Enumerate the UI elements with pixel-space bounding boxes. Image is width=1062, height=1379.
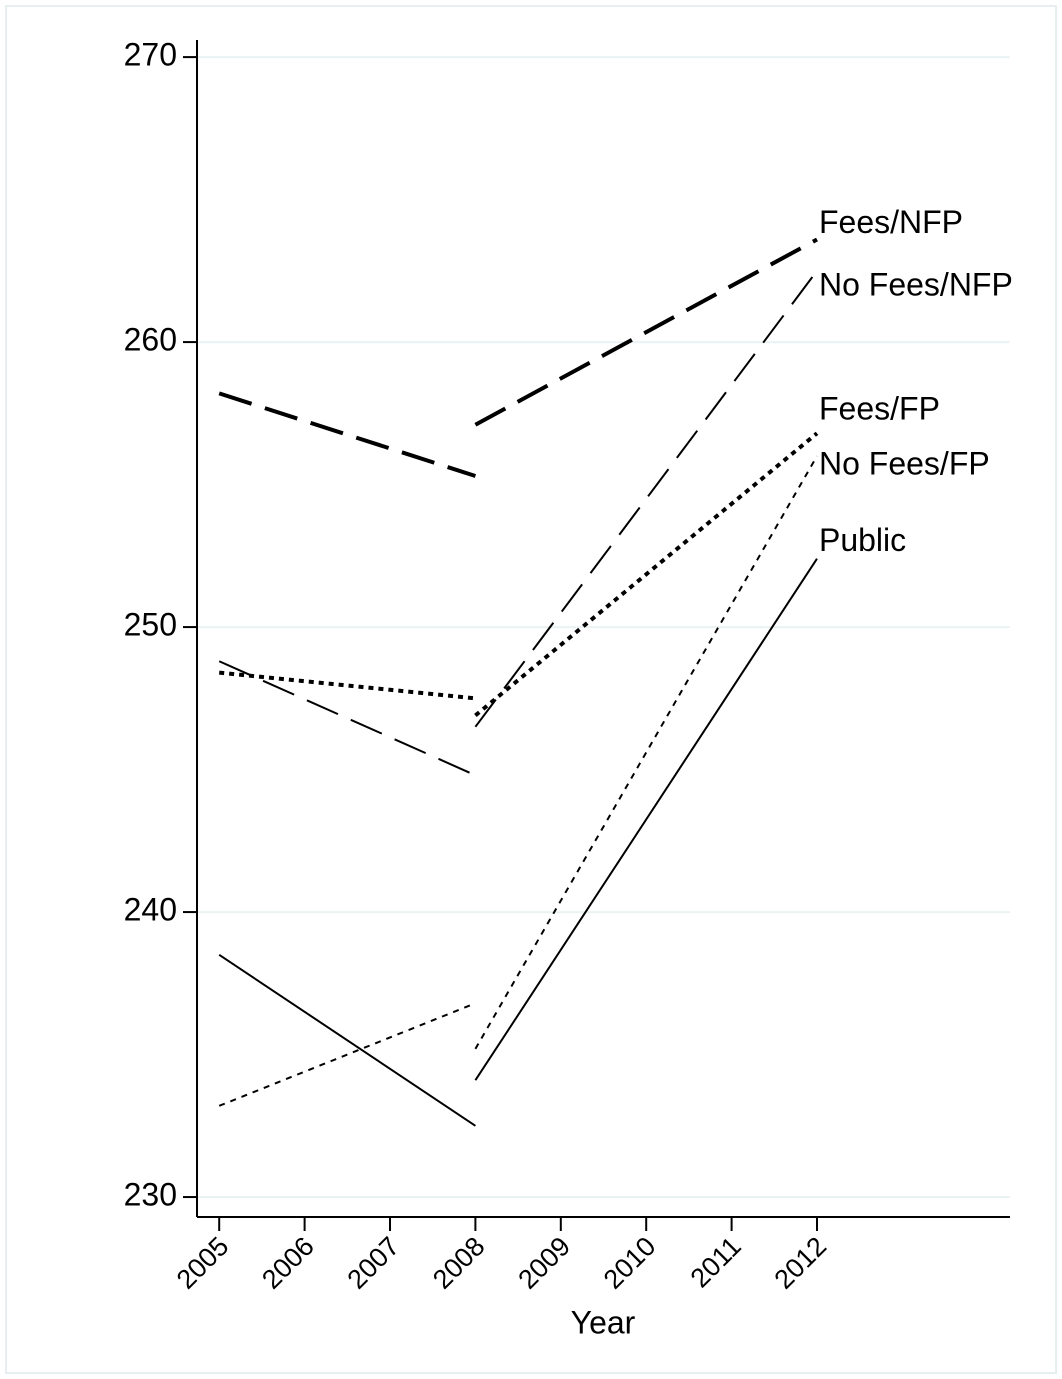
series-line — [218, 237, 818, 478]
y-tick-label: 230 — [124, 1177, 177, 1213]
y-tick-label: 260 — [124, 322, 177, 358]
y-tick-label: 270 — [124, 37, 177, 73]
series-line — [218, 558, 818, 1127]
series-label: Public — [819, 522, 906, 558]
y-tick-label: 240 — [124, 892, 177, 928]
frame — [5, 5, 1057, 1374]
series-line — [219, 431, 819, 717]
series-label: Fees/FP — [819, 391, 940, 427]
x-axis-label: Year — [571, 1304, 636, 1340]
y-tick-label: 250 — [124, 607, 177, 643]
series-label: No Fees/FP — [819, 446, 990, 482]
series-label: Fees/NFP — [819, 204, 963, 240]
series-line — [218, 455, 818, 1107]
series-label: No Fees/NFP — [819, 266, 1013, 302]
